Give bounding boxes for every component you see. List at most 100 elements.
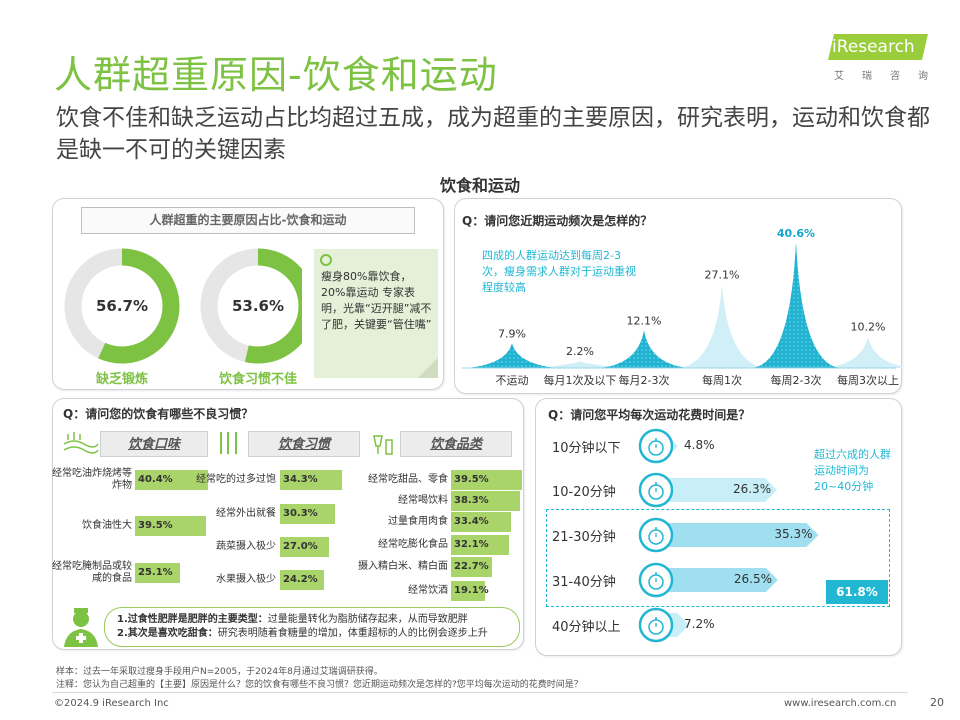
tip-2-bold: 2.其次是喜欢吃甜食： [117, 628, 218, 639]
habit-label: 经常饮酒 [408, 585, 448, 596]
spending-category-label: 10-20分钟 [552, 485, 616, 500]
tip-2-text: 研究表明随着食糖量的增加，体重超标的人的比例会逐步上升 [217, 628, 488, 639]
footer-divider [52, 692, 908, 693]
habit-value: 32.1% [454, 539, 489, 550]
page-number: 20 [930, 696, 944, 709]
ring-label-exercise: 缺乏锻炼 [95, 372, 148, 387]
tips-text: 1.过食性肥胖是肥胖的主要类型：过量能量转化为脂肪储存起来，从而导致肥胖 2.其… [117, 613, 517, 641]
habits-question: Q：请问您的饮食有哪些不良习惯？ [63, 407, 254, 421]
tip-1-text: 过量能量转化为脂肪储存起来，从而导致肥胖 [267, 614, 468, 625]
habit-label: 摄入精白米、精白面 [358, 561, 448, 572]
logo-cn-char: 艾 [834, 71, 844, 82]
habit-bar [280, 470, 342, 490]
habit-bar [451, 557, 492, 577]
spending-category-label: 31-40分钟 [552, 575, 616, 590]
sticky-note: 瘦身80%靠饮食，20%靠运动 专家表明，光靠“迈开腿”减不了肥，关键要“管住嘴… [314, 249, 438, 378]
habit-label: 经常吃的过多过饱 [196, 474, 276, 485]
note-text: 瘦身80%靠饮食，20%靠运动 专家表明，光靠“迈开腿”减不了肥，关键要“管住嘴… [321, 270, 432, 331]
tip-1-bold: 1.过食性肥胖是肥胖的主要类型： [117, 614, 268, 625]
habit-label: 水果摄入极少 [216, 574, 276, 585]
stopwatch-icon [638, 517, 674, 553]
frequency-peak [678, 284, 766, 368]
spending-category-label: 21-30分钟 [552, 530, 616, 545]
frequency-category-label: 每周1次 [702, 373, 742, 387]
ring-value-diet: 53.6% [231, 297, 285, 315]
frequency-category-label: 每月1次及以下 [544, 373, 617, 387]
habit-value: 33.4% [454, 516, 489, 527]
spending-bar [656, 478, 777, 502]
footer-website: www.iresearch.com.cn [784, 698, 897, 709]
habit-bar [280, 537, 329, 557]
logo-band [828, 34, 928, 60]
cutlery-icon [220, 432, 237, 454]
habit-value: 22.7% [454, 561, 489, 572]
habit-label: 经常吃腌制品或较咸的食品 [52, 561, 132, 584]
stopwatch-icon [638, 607, 674, 643]
spending-value-label: 26.3% [732, 482, 772, 496]
habit-value: 30.3% [283, 508, 318, 519]
highlight-box [546, 509, 890, 607]
tips-box [104, 607, 520, 647]
ring-value-exercise: 56.7% [95, 297, 149, 315]
habit-value: 19.1% [454, 585, 489, 596]
frequency-value-label: 40.6% [777, 227, 815, 240]
habit-value: 25.1% [138, 567, 173, 578]
habit-value: 40.4% [138, 474, 173, 485]
habit-value: 24.2% [283, 574, 318, 585]
habit-label: 经常吃膨化食品 [378, 539, 448, 550]
tip-2: 2.其次是喜欢吃甜食：研究表明随着食糖量的增加，体重超标的人的比例会逐步上升 [117, 627, 517, 641]
frequency-value-label: 27.1% [705, 269, 740, 282]
habit-bar [135, 563, 181, 583]
ring-label-diet: 饮食习惯不佳 [218, 372, 297, 387]
circle-icon [320, 254, 332, 266]
habit-label: 经常吃油炸烧烤等炸物 [52, 468, 132, 491]
frequency-peak-highlight [752, 243, 840, 368]
habit-label: 饮食油性大 [82, 520, 132, 531]
frequency-chart: 7.9% 不运动 2.2% 每月1次及以下 12.1% 每月2-3次 27.1% 每周1次 40… [462, 227, 902, 387]
habit-group-title-taste: 饮食口味 [100, 431, 208, 457]
spending-bar [656, 568, 778, 592]
grill-icon [63, 432, 99, 454]
spending-category-label: 40分钟以上 [552, 620, 621, 635]
note-fold [418, 358, 438, 378]
frequency-peak-highlight [468, 343, 556, 368]
frequency-category-label: 每周2-3次 [771, 373, 822, 387]
stopwatch-icon [638, 562, 674, 598]
habit-bar [280, 570, 324, 590]
spending-question: Q：请问您平均每次运动花费时间是？ [548, 408, 751, 422]
habit-label: 过量食用肉食 [388, 516, 448, 527]
habit-bar [451, 512, 512, 532]
ring-arc [200, 248, 302, 364]
logo-text: iResearch [832, 37, 915, 57]
frequency-peak [536, 361, 624, 368]
habit-value: 27.0% [283, 541, 318, 552]
habit-label: 经常吃甜品、零食 [368, 474, 448, 485]
footer-notes: 注释：您认为自己超重的【主要】原因是什么？您的饮食有哪些不良习惯？您近期运动频次… [56, 680, 583, 690]
habit-label: 蔬菜摄入极少 [216, 541, 276, 552]
doctor-icon [64, 608, 98, 647]
spending-value-label: 35.3% [774, 527, 813, 541]
page-title: 人群超重原因-饮食和运动 [54, 53, 498, 97]
habit-label: 经常外出就餐 [216, 508, 276, 519]
reasons-panel-title: 人群超重的主要原因占比-饮食和运动 [81, 207, 415, 234]
frequency-question: Q：请问您近期运动频次是怎样的？ [462, 214, 653, 228]
habit-value: 39.5% [138, 520, 173, 531]
frequency-value-label: 7.9% [498, 328, 526, 341]
habit-group-title-category: 饮食品类 [400, 431, 512, 457]
footer-sample: 样本：过去一年采取过瘦身手段用户N=2005，于2024年8月通过艾瑞调研获得。 [56, 667, 383, 677]
habit-bar [280, 504, 335, 524]
habit-bar [451, 535, 509, 555]
page-subtitle: 饮食不佳和缺乏运动占比均超过五成，成为超重的主要原因，研究表明，运动和饮食都是缺… [56, 105, 930, 163]
logo-cn-char: 瑞 [862, 71, 872, 82]
frequency-value-label: 12.1% [627, 315, 662, 328]
habit-value: 34.3% [283, 474, 318, 485]
logo-cn: 艾 瑞 咨 询 [834, 67, 928, 82]
habit-bar [451, 581, 486, 601]
habit-value: 38.3% [454, 495, 489, 506]
habit-label: 经常喝饮料 [398, 495, 448, 506]
reasons-rings [64, 248, 302, 364]
habit-bar [451, 470, 523, 490]
habit-bar [135, 470, 208, 490]
habit-group-title-habit: 饮食习惯 [248, 431, 360, 457]
stopwatch-icon [638, 472, 674, 508]
